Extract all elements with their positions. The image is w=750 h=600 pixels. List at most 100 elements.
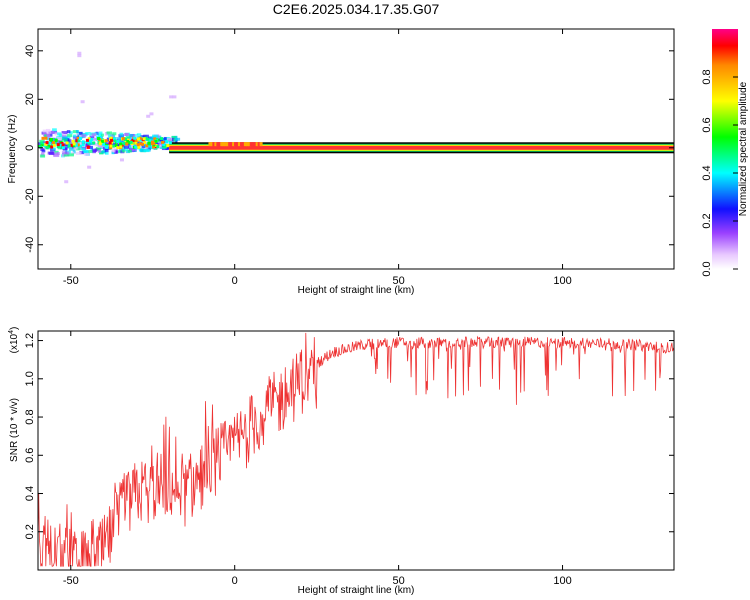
stable-line-band [169,145,674,150]
heatmap-cell [138,142,142,146]
heatmap-cell [67,144,71,148]
heatmap-cell [54,138,58,142]
heatmap-y-ticks: -40 -20 0 20 40 [24,45,674,253]
heatmap-cell [56,136,63,140]
heatmap-cell [46,134,51,138]
heatmap-cell [52,152,59,156]
heatmap-cell [158,143,162,147]
heatmap-cell [143,149,150,153]
heatmap-cell [119,135,124,139]
heatmap-cell [106,137,111,141]
heatmap-cell [111,151,115,155]
heatmap-cell [255,142,259,147]
heatmap-cell [212,142,216,147]
heatmap-cell [134,141,138,145]
heatmap-cell [54,150,59,154]
heatmap-cell [70,151,75,155]
heatmap-cell [46,146,53,150]
heatmap-cell [78,144,82,148]
heatmap-cell [97,148,101,152]
heatmap-cell [39,145,43,149]
heatmap-cell [136,143,140,147]
heatmap-cell [81,140,85,144]
colorbar-ticks: 0.0 0.2 0.4 0.6 0.8 [701,69,738,277]
heatmap-cell [43,144,47,148]
heatmap-cell [253,142,257,147]
heatmap-cell [65,141,69,145]
heatmap-cell [72,139,78,143]
heatmap-cell [124,145,130,149]
heatmap-cell [99,131,103,135]
heatmap-cell [102,144,107,148]
heatmap-cell [90,137,94,141]
heatmap-cell [125,142,129,146]
heatmap-x-tick-label: 100 [553,275,571,287]
heatmap-cell [75,130,80,134]
heatmap-cell [85,132,91,136]
heatmap-cell [97,144,104,148]
heatmap-cell [91,137,98,141]
heatmap-cell [58,133,63,137]
heatmap-cell [129,140,133,144]
heatmap-cell [144,136,148,140]
heatmap-cell [148,143,152,147]
heatmap-cell [85,142,90,146]
snr-x-tick-label: 100 [553,575,571,587]
heatmap-cell [210,142,214,147]
heatmap-cell [165,140,169,144]
heatmap-cell [116,143,122,147]
heatmap-cell [142,137,146,141]
heatmap-cell [56,145,60,149]
snr-plot-area [38,331,674,570]
heatmap-cell [94,148,100,152]
heatmap-cell [72,142,76,146]
heatmap-cell [138,136,142,140]
heatmap-cell [68,131,73,135]
heatmap-y-tick-label: 20 [24,93,36,105]
heatmap-cell [155,142,161,146]
heatmap-cell [247,142,251,147]
snr-x-tick-label: 0 [232,575,238,587]
heatmap-cell [232,142,236,147]
heatmap-cell [81,134,87,138]
heatmap-cell [136,137,140,141]
snr-scale-label: (x104) [8,327,20,354]
heatmap-cell [145,144,149,148]
heatmap-cell [119,145,123,149]
heatmap-cell [86,140,90,144]
heatmap-cell [174,137,181,141]
heatmap-cell [122,142,126,146]
heatmap-cell [239,142,243,147]
heatmap-cell [83,140,89,144]
heatmap-cell [249,142,253,147]
heatmap-cell [48,133,53,137]
snr-x-tick-label: 50 [392,575,404,587]
heatmap-cell [172,95,177,99]
heatmap-cell [216,142,220,147]
heatmap-cell [40,141,44,145]
heatmap-cell [120,147,126,151]
colorbar-tick-label: 0.2 [701,213,713,228]
heatmap-cell [109,146,113,150]
heatmap-cell [146,137,150,141]
heatmap-cell [88,150,93,154]
heatmap-cell [87,165,92,169]
heatmap-cell [54,132,59,136]
heatmap-x-tick-label: 50 [392,275,404,287]
heatmap-cell [237,142,241,147]
heatmap-cell [62,147,68,151]
heatmap-cell [78,132,83,136]
heatmap-cell [52,141,57,145]
heatmap-cell [119,158,124,162]
heatmap-cell [100,133,104,137]
heatmap-cell [117,150,122,154]
heatmap-cell [88,139,92,143]
heatmap-cell [107,134,112,138]
heatmap-cell [146,114,151,118]
heatmap-y-axis-label: Frequency (Hz) [7,115,18,184]
heatmap-cell [234,142,238,147]
chart-title: C2E6.2025.034.17.35.G07 [273,1,440,17]
heatmap-cell [143,134,149,138]
heatmap-cell [75,151,82,155]
heatmap-cell [140,142,144,146]
